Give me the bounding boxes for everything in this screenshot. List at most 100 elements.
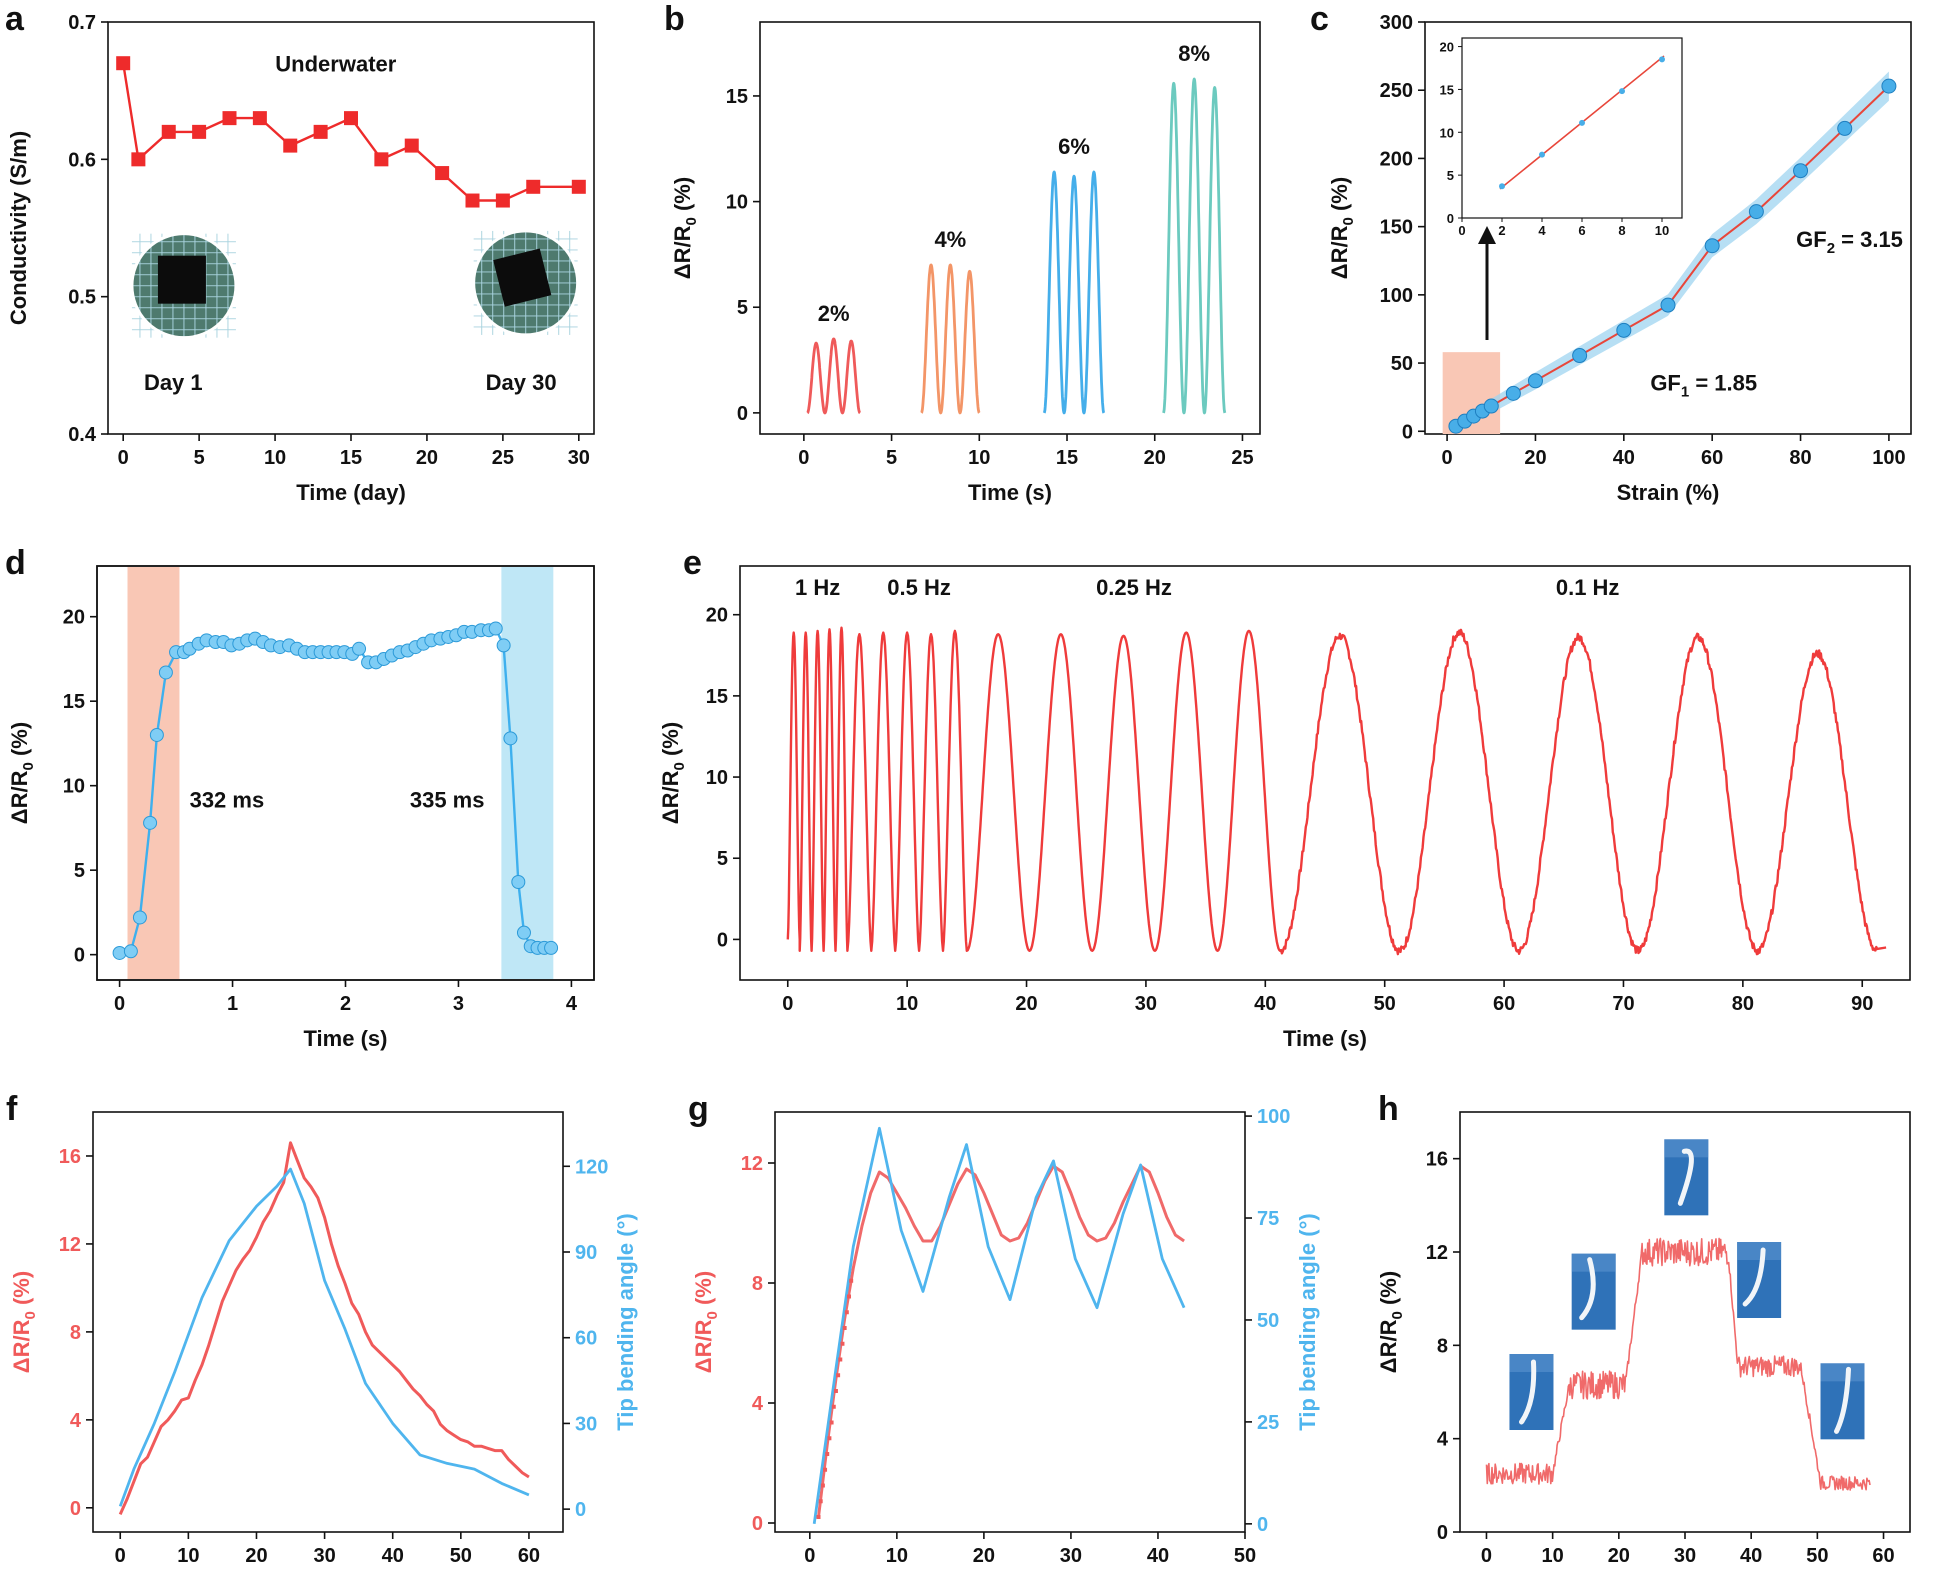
x-tick-label: 20 — [1608, 1545, 1630, 1567]
response-time-label: 335 ms — [410, 788, 485, 813]
pulse-line — [1042, 170, 1106, 415]
strain-label: 8% — [1178, 41, 1210, 66]
y-axis-label-text: ΔR/R0 (%) — [9, 1271, 39, 1373]
y-tick-label: 0.6 — [68, 149, 96, 171]
data-point — [374, 152, 389, 167]
inset-data-point — [1619, 88, 1625, 95]
inset-y-tick-label: 20 — [1440, 40, 1454, 55]
photo-border — [130, 232, 238, 340]
frequency-response-line — [786, 626, 1887, 956]
x-tick-label: 60 — [518, 1545, 540, 1567]
photo-border — [472, 229, 580, 337]
y-tick-label: 150 — [1380, 217, 1413, 239]
x-tick-label: 90 — [1851, 993, 1873, 1015]
data-marker — [840, 1341, 845, 1346]
x-axis-label: Strain (%) — [1617, 480, 1720, 505]
data-point — [161, 124, 176, 139]
y-right-axis-label: Tip bending angle (°) — [613, 1213, 638, 1430]
y-tick-label: 0.7 — [68, 12, 96, 34]
y-axis-label: ΔR/R0 (%) — [1327, 177, 1357, 279]
pulse-line — [920, 263, 981, 415]
response-time-label: 332 ms — [190, 788, 265, 813]
y-tick-label: 0 — [752, 1513, 763, 1535]
data-marker — [838, 1357, 843, 1362]
data-marker — [825, 1452, 830, 1456]
plot-frame — [759, 21, 1261, 435]
x-tick-label: 0 — [114, 993, 125, 1015]
inset-data-point — [1659, 56, 1665, 63]
y-tick-label: 0 — [1402, 421, 1413, 443]
y-tick-label: 8 — [70, 1322, 81, 1344]
y-tick-label: 5 — [717, 848, 728, 870]
x-tick-label: 20 — [1015, 993, 1037, 1015]
y-tick-label: 16 — [59, 1146, 81, 1168]
x-tick-label: 0 — [782, 993, 793, 1015]
day-30-photo — [472, 229, 580, 337]
x-tick-label: 0 — [1442, 447, 1453, 469]
x-tick-label: 40 — [1254, 993, 1276, 1015]
frequency-label: 0.1 Hz — [1556, 575, 1620, 600]
y-axis-label-text: ΔR/R0 (%) — [691, 1271, 721, 1373]
y-axis-label-text: Conductivity (S/m) — [6, 131, 31, 325]
strain-label: 6% — [1058, 134, 1090, 159]
data-point — [404, 138, 419, 153]
data-point — [503, 731, 518, 746]
plot-frame — [774, 1111, 1246, 1533]
data-point — [1837, 120, 1853, 136]
x-tick-label: 20 — [973, 1545, 995, 1567]
x-tick-label: 80 — [1789, 447, 1811, 469]
finger-photo-4 — [1737, 1242, 1782, 1318]
x-tick-label: 0 — [798, 447, 809, 469]
y-tick-label: 250 — [1380, 80, 1413, 102]
gauge-factor-label: GF1 = 1.85 — [1650, 370, 1757, 400]
y-tick-label: 20 — [706, 605, 728, 627]
pulse-series-6%: 6% — [1042, 134, 1106, 415]
panel-label: g — [688, 1090, 709, 1128]
data-point — [143, 815, 158, 830]
data-point — [131, 152, 146, 167]
x-tick-label: 70 — [1612, 993, 1634, 1015]
panel-label: a — [5, 0, 25, 38]
y-right-tick-label: 25 — [1257, 1412, 1279, 1434]
data-point — [1616, 322, 1632, 338]
hydrogel-sample — [493, 248, 552, 307]
y-right-tick-label: 0 — [1257, 1514, 1268, 1536]
annotation: Day 30 — [486, 370, 557, 395]
x-tick-label: 50 — [1374, 993, 1396, 1015]
x-tick-label: 30 — [1674, 1545, 1696, 1567]
gauge-factor-label: GF2 = 3.15 — [1796, 227, 1903, 257]
y-tick-label: 15 — [63, 691, 85, 713]
finger-sensor — [1834, 1366, 1851, 1434]
x-tick-label: 50 — [450, 1545, 472, 1567]
x-tick-label: 20 — [1524, 447, 1546, 469]
inset-x-tick-label: 0 — [1458, 223, 1465, 238]
inset-y-tick-label: 10 — [1440, 125, 1454, 140]
y-axis-label-text: ΔR/R0 (%) — [7, 722, 37, 824]
x-tick-label: 0 — [1481, 1545, 1492, 1567]
x-tick-label: 15 — [1056, 447, 1078, 469]
data-point — [1505, 385, 1521, 401]
frequency-label: 0.5 Hz — [887, 575, 951, 600]
y-right-axis-label: Tip bending angle (°) — [1295, 1213, 1320, 1430]
panel-g: 0102030405004812gTime (s)ΔR/R0 (%)025507… — [688, 1090, 1320, 1567]
x-tick-label: 40 — [382, 1545, 404, 1567]
finger-photo-3 — [1664, 1139, 1709, 1216]
photo-highlight — [1737, 1242, 1782, 1260]
y-tick-label: 10 — [63, 776, 85, 798]
y-tick-label: 12 — [59, 1234, 81, 1256]
day-1-photo — [130, 232, 238, 340]
photo-highlight — [1571, 1253, 1616, 1272]
conductivity-line — [122, 63, 579, 202]
data-point — [435, 166, 450, 181]
data-point — [496, 638, 511, 653]
inset-x-tick-label: 10 — [1655, 223, 1669, 238]
y-tick-label: 16 — [1426, 1149, 1448, 1171]
data-point — [488, 621, 503, 636]
y-tick-label: 10 — [726, 192, 748, 214]
hydrogel-sample — [157, 255, 206, 304]
x-tick-label: 20 — [245, 1545, 267, 1567]
y-right-tick-label: 75 — [1257, 1208, 1279, 1230]
y-tick-label: 10 — [706, 767, 728, 789]
data-point — [132, 910, 147, 925]
